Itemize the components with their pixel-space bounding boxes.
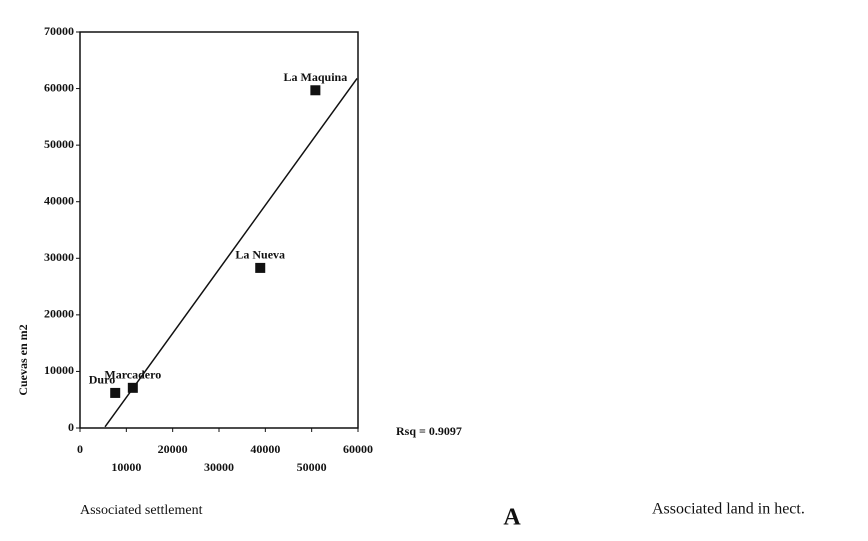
x-tick-label: 30000 <box>204 460 234 474</box>
point <box>127 382 138 393</box>
secondary-axis-label: Associated land in hect. <box>652 501 805 518</box>
y-axis-label: Cuevas en m2 <box>16 324 30 395</box>
y-tick-label: 30000 <box>44 250 74 264</box>
y-tick-label: 50000 <box>44 137 74 151</box>
point-label: La Maquina <box>284 70 348 84</box>
annotation: Rsq = 0.9097 <box>396 424 462 438</box>
point-label: La Nueva <box>235 248 285 262</box>
x-tick-label: 40000 <box>250 442 280 456</box>
x-tick-label: 50000 <box>297 460 327 474</box>
fit-line <box>104 77 358 428</box>
y-tick-label: 10000 <box>44 363 74 377</box>
y-tick-label: 40000 <box>44 193 74 207</box>
x-tick-label: 0 <box>77 442 83 456</box>
point <box>255 262 266 273</box>
panel-label: A <box>503 505 521 531</box>
point <box>110 387 121 398</box>
x-tick-label: 60000 <box>343 442 373 456</box>
x-axis-label: Associated settlement <box>80 503 203 518</box>
y-tick-label: 0 <box>68 420 74 434</box>
y-tick-label: 60000 <box>44 80 74 94</box>
x-tick-label: 10000 <box>111 460 141 474</box>
x-tick-label: 20000 <box>158 442 188 456</box>
point-label: Duro <box>89 373 115 387</box>
y-tick-label: 20000 <box>44 307 74 321</box>
point <box>310 85 321 96</box>
y-tick-label: 70000 <box>44 24 74 38</box>
point-label: Marcadero <box>104 368 161 382</box>
